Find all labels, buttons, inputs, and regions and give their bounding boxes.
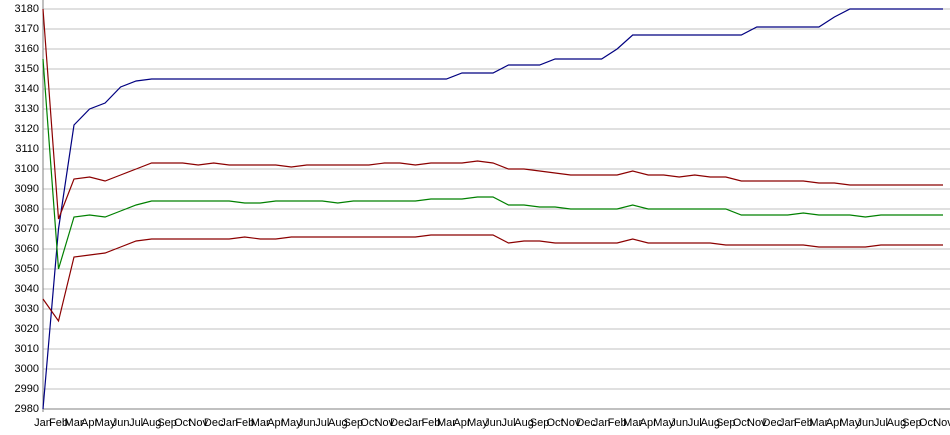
x-tick-label: Jul	[315, 417, 329, 429]
y-tick-label: 3000	[15, 363, 39, 375]
x-tick-label: Sep	[902, 417, 922, 429]
x-tick-label: Feb	[421, 417, 440, 429]
x-tick-label: Mar	[623, 417, 642, 429]
y-tick-label: 3070	[15, 223, 39, 235]
y-tick-label: 3110	[15, 143, 39, 155]
x-tick-label: Apr	[640, 417, 657, 429]
x-tick-label: Feb	[49, 417, 68, 429]
x-tick-label: Jul	[874, 417, 888, 429]
y-tick-label: 3100	[15, 163, 39, 175]
x-tick-label: Aug	[887, 417, 907, 429]
series-line	[42, 8, 943, 220]
series-line	[42, 58, 943, 270]
x-tick-label: May	[840, 417, 861, 429]
x-tick-label: Oct	[919, 417, 936, 429]
x-tick-label: Jan	[593, 417, 611, 429]
x-tick-label: Jan	[34, 417, 52, 429]
x-tick-label: Jan	[779, 417, 797, 429]
y-tick-label: 3130	[15, 103, 39, 115]
x-tick-label: Nov	[188, 417, 208, 429]
y-tick-label: 3020	[15, 323, 39, 335]
x-tick-label: Jun	[857, 417, 875, 429]
x-tick-label: Sep	[344, 417, 364, 429]
x-tick-label: Apr	[826, 417, 843, 429]
x-tick-label: Sep	[530, 417, 550, 429]
x-tick-label: Nov	[561, 417, 581, 429]
x-tick-label: Jul	[688, 417, 702, 429]
y-tick-label: 3040	[15, 283, 39, 295]
x-tick-label: May	[467, 417, 488, 429]
y-tick-label: 2980	[15, 403, 39, 415]
x-tick-label: Jun	[670, 417, 688, 429]
series-line	[42, 234, 943, 323]
x-tick-label: May	[95, 417, 116, 429]
x-tick-label: Apr	[453, 417, 470, 429]
x-tick-label: Jan	[220, 417, 238, 429]
x-tick-label: Dec	[763, 417, 783, 429]
x-tick-label: Apr	[267, 417, 284, 429]
y-tick-label: 3030	[15, 303, 39, 315]
x-tick-label: Dec	[576, 417, 596, 429]
x-tick-label: May	[653, 417, 674, 429]
x-tick-label: Feb	[235, 417, 254, 429]
y-tick-label: 3080	[15, 203, 39, 215]
x-tick-label: Apr	[81, 417, 98, 429]
x-tick-label: Nov	[375, 417, 395, 429]
x-tick-label: Sep	[716, 417, 736, 429]
x-tick-label: Mar	[65, 417, 84, 429]
y-tick-label: 3140	[15, 83, 39, 95]
y-tick-label: 3060	[15, 243, 39, 255]
x-tick-label: Oct	[733, 417, 750, 429]
y-tick-label: 2990	[15, 383, 39, 395]
x-tick-label: Nov	[747, 417, 767, 429]
x-tick-label: Aug	[700, 417, 720, 429]
x-tick-label: Mar	[437, 417, 456, 429]
x-tick-label: Aug	[142, 417, 162, 429]
x-tick-label: Oct	[547, 417, 564, 429]
x-tick-label: Mar	[251, 417, 270, 429]
x-tick-label: Jul	[129, 417, 143, 429]
x-tick-label: Mar	[809, 417, 828, 429]
y-tick-label: 3120	[15, 123, 39, 135]
y-tick-label: 3170	[15, 23, 39, 35]
x-tick-label: Jun	[484, 417, 502, 429]
x-tick-label: Sep	[157, 417, 177, 429]
x-tick-label: Oct	[174, 417, 191, 429]
x-tick-label: Dec	[204, 417, 224, 429]
x-tick-label: Aug	[514, 417, 534, 429]
y-tick-label: 3160	[15, 43, 39, 55]
x-tick-label: Feb	[794, 417, 813, 429]
x-tick-label: Dec	[390, 417, 410, 429]
y-tick-label: 3010	[15, 343, 39, 355]
x-tick-label: Oct	[360, 417, 377, 429]
x-tick-label: Jan	[407, 417, 425, 429]
x-tick-label: Jul	[501, 417, 515, 429]
x-tick-label: Jun	[112, 417, 130, 429]
x-tick-label: Nov	[933, 417, 950, 429]
x-tick-label: May	[281, 417, 302, 429]
series-line	[42, 8, 943, 410]
x-tick-label: Jun	[298, 417, 316, 429]
y-tick-label: 3090	[15, 183, 39, 195]
x-tick-label: Feb	[608, 417, 627, 429]
y-tick-label: 3050	[15, 263, 39, 275]
x-tick-label: Aug	[328, 417, 348, 429]
y-tick-label: 3180	[15, 3, 39, 15]
y-tick-label: 3150	[15, 63, 39, 75]
